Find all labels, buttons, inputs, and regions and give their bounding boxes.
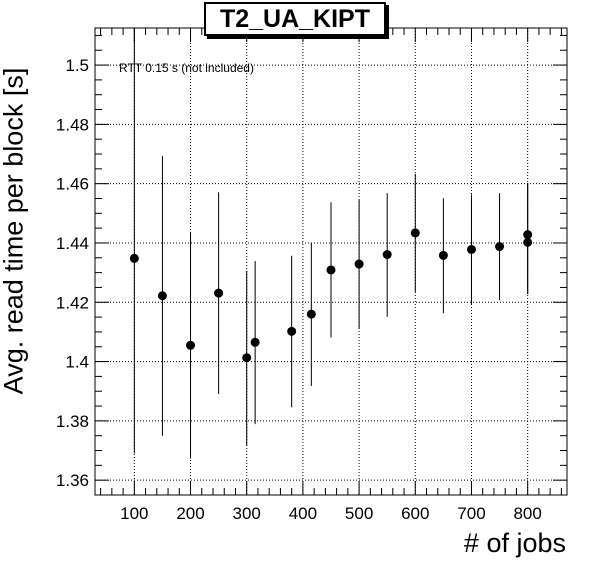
point-marker xyxy=(410,228,420,238)
y-tick-label: 1.46 xyxy=(56,175,89,194)
data-point xyxy=(466,194,476,305)
point-marker xyxy=(129,253,139,263)
point-marker xyxy=(466,244,476,254)
y-tick-label: 1.38 xyxy=(56,412,89,431)
data-points xyxy=(129,28,533,459)
data-point xyxy=(129,28,139,454)
y-tick-label: 1.5 xyxy=(65,56,89,75)
y-tick-label: 1.42 xyxy=(56,293,89,312)
data-point xyxy=(382,193,392,317)
point-marker xyxy=(382,250,392,260)
point-marker xyxy=(326,265,336,275)
data-point xyxy=(214,192,224,394)
y-tick-label: 1.36 xyxy=(56,471,89,490)
y-tick-labels: 1.36 1.38 1.4 1.42 1.44 1.46 1.48 1.5 xyxy=(56,56,89,490)
x-tick-label: 100 xyxy=(120,504,148,523)
data-point xyxy=(157,156,167,436)
x-tick-label: 800 xyxy=(513,504,541,523)
data-point xyxy=(326,202,336,338)
chart-annotation: RTT 0.15 s (not included) xyxy=(119,61,254,75)
x-tick-labels: 100 200 300 400 500 600 700 800 xyxy=(120,504,542,523)
point-marker xyxy=(523,230,533,240)
data-point xyxy=(242,270,252,446)
point-marker xyxy=(250,337,260,347)
y-tick-label: 1.44 xyxy=(56,234,89,253)
x-tick-label: 600 xyxy=(401,504,429,523)
x-tick-label: 400 xyxy=(289,504,317,523)
data-point xyxy=(410,173,420,292)
y-tick-label: 1.4 xyxy=(65,353,89,372)
x-tick-label: 500 xyxy=(345,504,373,523)
x-axis-label: # of jobs xyxy=(463,528,566,558)
x-tick-label: 300 xyxy=(233,504,261,523)
data-point xyxy=(354,199,364,329)
point-marker xyxy=(287,326,297,336)
y-tick-label: 1.48 xyxy=(56,115,89,134)
point-marker xyxy=(495,242,505,252)
point-marker xyxy=(157,291,167,301)
point-marker xyxy=(354,259,364,269)
data-point xyxy=(495,193,505,301)
data-point xyxy=(186,231,196,459)
data-point xyxy=(306,242,316,386)
point-marker xyxy=(306,309,316,319)
data-point xyxy=(523,183,533,294)
point-marker xyxy=(438,250,448,260)
x-tick-label: 200 xyxy=(176,504,204,523)
x-tick-label: 700 xyxy=(457,504,485,523)
point-marker xyxy=(214,288,224,298)
data-point xyxy=(250,261,260,425)
chart-title: T2_UA_KIPT xyxy=(204,2,386,36)
y-axis-label: Avg. read time per block [s] xyxy=(0,67,29,395)
point-marker xyxy=(242,353,252,363)
grid xyxy=(95,28,567,495)
data-point xyxy=(438,198,448,314)
data-point xyxy=(287,255,297,408)
point-marker xyxy=(186,340,196,350)
